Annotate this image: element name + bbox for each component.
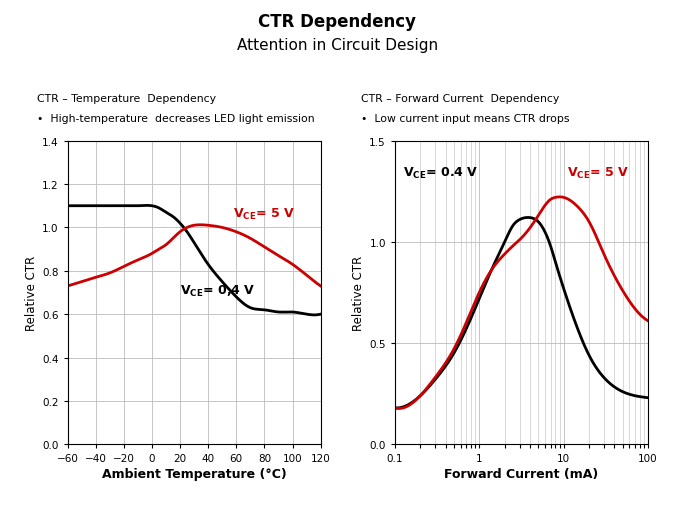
Y-axis label: Relative CTR: Relative CTR [25,256,38,330]
Text: •  Low current input means CTR drops: • Low current input means CTR drops [361,114,570,124]
Text: Attention in Circuit Design: Attention in Circuit Design [237,38,438,53]
Text: $\mathbf{V_{CE}}$= 5 V: $\mathbf{V_{CE}}$= 5 V [567,166,629,181]
X-axis label: Ambient Temperature (°C): Ambient Temperature (°C) [102,468,286,481]
Text: CTR – Forward Current  Dependency: CTR – Forward Current Dependency [361,93,560,104]
Text: •  High-temperature  decreases LED light emission: • High-temperature decreases LED light e… [37,114,315,124]
Text: $\mathbf{V_{CE}}$= 0.4 V: $\mathbf{V_{CE}}$= 0.4 V [403,166,479,181]
Text: CTR Dependency: CTR Dependency [259,13,416,31]
Text: $\mathbf{V_{CE}}$= 5 V: $\mathbf{V_{CE}}$= 5 V [234,207,296,222]
Text: CTR – Temperature  Dependency: CTR – Temperature Dependency [37,93,216,104]
Y-axis label: Relative CTR: Relative CTR [352,256,365,330]
X-axis label: Forward Current (mA): Forward Current (mA) [444,468,599,481]
Text: $\mathbf{V_{CE}}$= 0,4 V: $\mathbf{V_{CE}}$= 0,4 V [180,283,255,298]
